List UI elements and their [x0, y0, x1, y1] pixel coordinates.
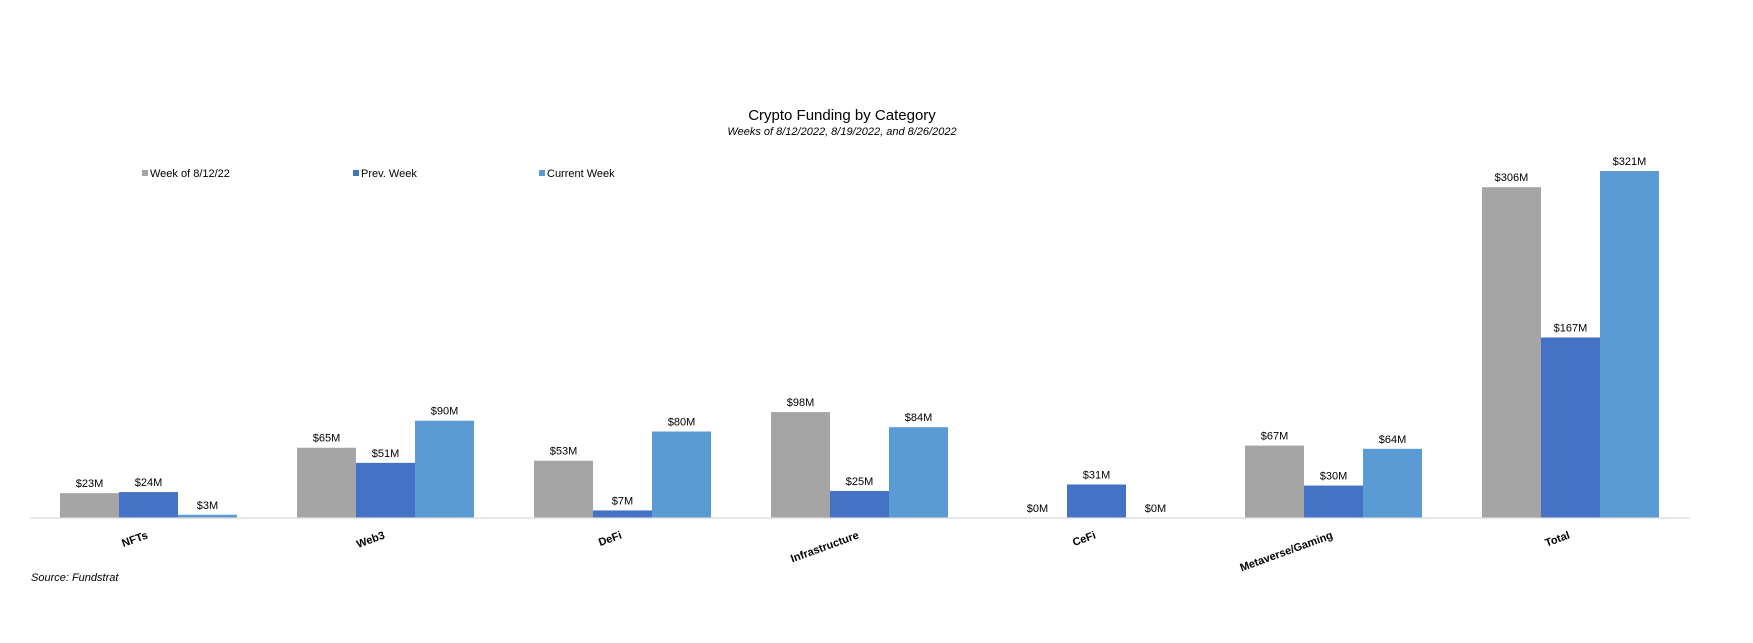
bar-total-week-of-8-12-22 — [1482, 187, 1541, 518]
chart-subtitle: Weeks of 8/12/2022, 8/19/2022, and 8/26/… — [727, 126, 956, 138]
bar-web3-week-of-8-12-22 — [297, 447, 356, 518]
bar-web3-prev-week — [356, 462, 415, 518]
data-label-metaverse-gaming-prev-week: $30M — [1320, 471, 1348, 483]
legend-swatch-week-of-8-12-22 — [142, 170, 148, 176]
data-label-defi-week-of-8-12-22: $53M — [550, 446, 578, 458]
category-label-cefi: CeFi — [1071, 530, 1098, 549]
data-label-metaverse-gaming-current-week: $64M — [1379, 434, 1407, 446]
data-label-nfts-current-week: $3M — [197, 500, 218, 512]
category-label-total: Total — [1543, 530, 1571, 550]
data-label-nfts-prev-week: $24M — [135, 477, 163, 489]
bar-nfts-week-of-8-12-22 — [60, 493, 119, 518]
bars — [60, 171, 1659, 518]
chart-title: Crypto Funding by Category — [748, 107, 936, 124]
bar-nfts-current-week — [178, 514, 237, 518]
category-labels: NFTs Web3 DeFi Infrastructure CeFi Metaverse/… — [120, 530, 1571, 575]
bar-metaverse-gaming-week-of-8-12-22 — [1245, 445, 1304, 518]
data-label-total-current-week: $321M — [1613, 156, 1647, 168]
bar-defi-week-of-8-12-22 — [534, 460, 593, 518]
source-note: Source: Fundstrat — [31, 572, 119, 584]
bar-web3-current-week — [415, 420, 474, 518]
data-label-metaverse-gaming-week-of-8-12-22: $67M — [1261, 431, 1289, 443]
data-label-defi-prev-week: $7M — [612, 495, 633, 507]
data-label-web3-week-of-8-12-22: $65M — [313, 433, 341, 445]
data-label-defi-current-week: $80M — [668, 417, 696, 429]
bar-metaverse-gaming-current-week — [1363, 448, 1422, 518]
legend-swatch-prev-week — [353, 170, 359, 176]
data-label-nfts-week-of-8-12-22: $23M — [76, 478, 104, 490]
data-label-infrastructure-week-of-8-12-22: $98M — [787, 397, 815, 409]
data-label-cefi-prev-week: $31M — [1083, 469, 1111, 481]
data-label-total-week-of-8-12-22: $306M — [1495, 172, 1529, 184]
bar-metaverse-gaming-prev-week — [1304, 485, 1363, 518]
legend-label-prev-week: Prev. Week — [361, 168, 417, 180]
category-label-defi: DeFi — [597, 530, 624, 549]
data-label-web3-prev-week: $51M — [372, 448, 400, 460]
bar-total-prev-week — [1541, 337, 1600, 518]
data-label-cefi-week-of-8-12-22: $0M — [1027, 503, 1048, 515]
data-label-web3-current-week: $90M — [431, 406, 459, 418]
legend: Week of 8/12/22 Prev. Week Current Week — [142, 168, 615, 180]
bar-infrastructure-current-week — [889, 427, 948, 518]
bar-defi-prev-week — [593, 510, 652, 518]
data-label-infrastructure-prev-week: $25M — [846, 476, 874, 488]
category-label-web3: Web3 — [355, 530, 386, 551]
bar-infrastructure-prev-week — [830, 490, 889, 518]
legend-label-current-week: Current Week — [547, 168, 615, 180]
bar-total-current-week — [1600, 171, 1659, 518]
legend-swatch-current-week — [539, 170, 545, 176]
data-label-infrastructure-current-week: $84M — [905, 412, 933, 424]
value-labels: $23M $24M $3M $65M $51M $90M $53M $7M $80M $98M $2… — [76, 156, 1647, 515]
bar-nfts-prev-week — [119, 492, 178, 518]
category-label-metaverse-gaming: Metaverse/Gaming — [1238, 530, 1334, 575]
bar-cefi-prev-week — [1067, 484, 1126, 518]
legend-label-week-of-8-12-22: Week of 8/12/22 — [150, 168, 230, 180]
category-label-infrastructure: Infrastructure — [789, 530, 860, 566]
bar-defi-current-week — [652, 431, 711, 518]
bar-infrastructure-week-of-8-12-22 — [771, 412, 830, 518]
category-label-nfts: NFTs — [120, 530, 149, 550]
data-label-total-prev-week: $167M — [1554, 322, 1588, 334]
data-label-cefi-current-week: $0M — [1145, 503, 1166, 515]
